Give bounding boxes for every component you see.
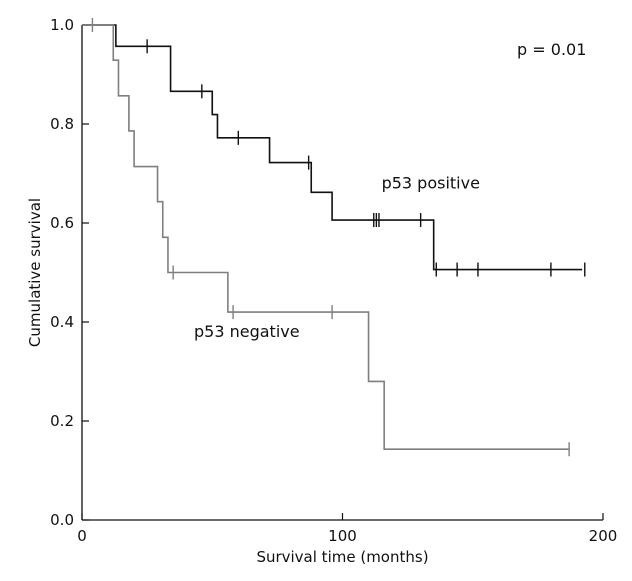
annotation-positive-label: p53 positive <box>382 173 480 192</box>
y-tick-label: 0.0 <box>50 511 74 529</box>
survival-curve-p53-positive <box>82 24 583 271</box>
annotation-layer: p = 0.01 p53 positive p53 negative <box>194 40 586 341</box>
axes: 0.0 0.2 0.4 0.6 0.8 1.0 0 100 200 <box>50 16 617 545</box>
y-tick-label: 0.2 <box>50 412 74 430</box>
x-tick-label: 200 <box>589 527 618 545</box>
y-tick-label: 0.6 <box>50 214 74 232</box>
x-tick-label: 0 <box>77 527 87 545</box>
y-tick-label: 1.0 <box>50 16 74 34</box>
y-tick-label: 0.8 <box>50 115 74 133</box>
x-axis-title: Survival time (months) <box>256 548 428 566</box>
survival-curve-p53-negative <box>82 24 570 451</box>
x-tick-label: 100 <box>328 527 357 545</box>
series-layer <box>82 18 586 457</box>
y-tick-label: 0.4 <box>50 313 74 331</box>
annotation-pvalue: p = 0.01 <box>517 40 586 59</box>
y-axis-title: Cumulative survival <box>26 198 44 347</box>
annotation-negative-label: p53 negative <box>194 322 300 341</box>
